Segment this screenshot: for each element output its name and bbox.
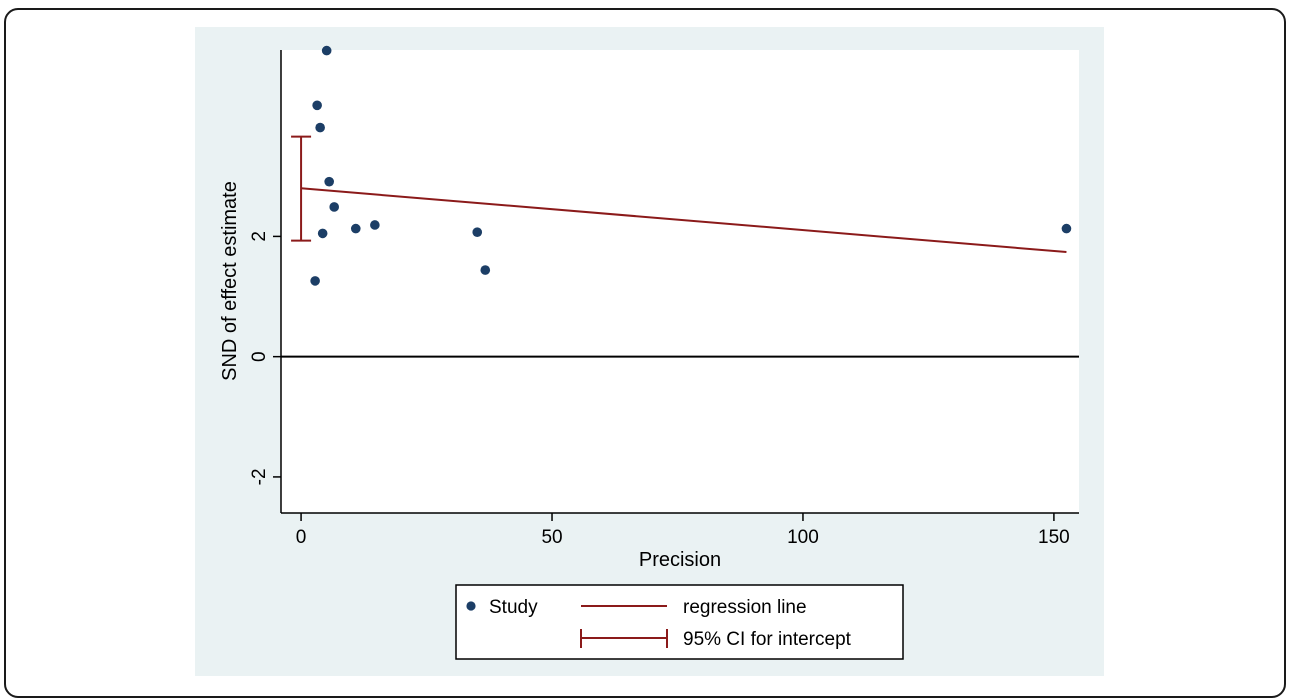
study-point-1: [312, 100, 322, 111]
x-axis-title: Precision: [639, 549, 721, 571]
regression-line: [300, 187, 1067, 254]
study-point-4: [321, 45, 332, 56]
study-point-7: [350, 223, 361, 234]
study-point-3: [317, 228, 328, 239]
study-point-9: [472, 227, 483, 237]
legend-ci-swatch: [580, 629, 668, 648]
legend-study-label: Study: [489, 597, 538, 618]
x-tick-label-1: 50: [541, 527, 562, 548]
plot-area: [281, 50, 1079, 513]
legend-regression-label: regression line: [683, 597, 807, 618]
legend-study-marker: [466, 601, 476, 611]
study-point-2: [315, 122, 325, 133]
study-point-6: [329, 202, 340, 212]
x-tick-label-2: 100: [787, 527, 819, 548]
study-point-10: [480, 265, 491, 275]
legend-ci-label: 95% CI for intercept: [683, 629, 852, 650]
y-tick-label-2: 2: [249, 231, 270, 242]
legend-box: [455, 584, 904, 660]
y-tick-label-0: -2: [249, 468, 270, 485]
regression-group: [300, 187, 1067, 254]
x-tick-label-0: 0: [296, 527, 307, 548]
x-tick-label-3: 150: [1038, 527, 1070, 548]
study-point-11: [1061, 223, 1072, 234]
ci-group: [291, 135, 312, 242]
y-tick-label-1: 0: [249, 351, 270, 362]
points-group: [310, 45, 1072, 286]
legend: Study regression line 95% CI for interce…: [455, 584, 904, 660]
axes: [280, 50, 1079, 514]
study-point-0: [310, 276, 320, 286]
study-point-8: [370, 220, 380, 230]
study-point-5: [324, 176, 334, 187]
funnel-regression-chart: 0 50 100 150 -2 0 2 Precision SND of effect es…: [219, 45, 1079, 660]
y-axis-title: SND of effect estimate: [219, 181, 241, 381]
ticks: 0 50 100 150 -2 0 2: [249, 231, 1070, 548]
